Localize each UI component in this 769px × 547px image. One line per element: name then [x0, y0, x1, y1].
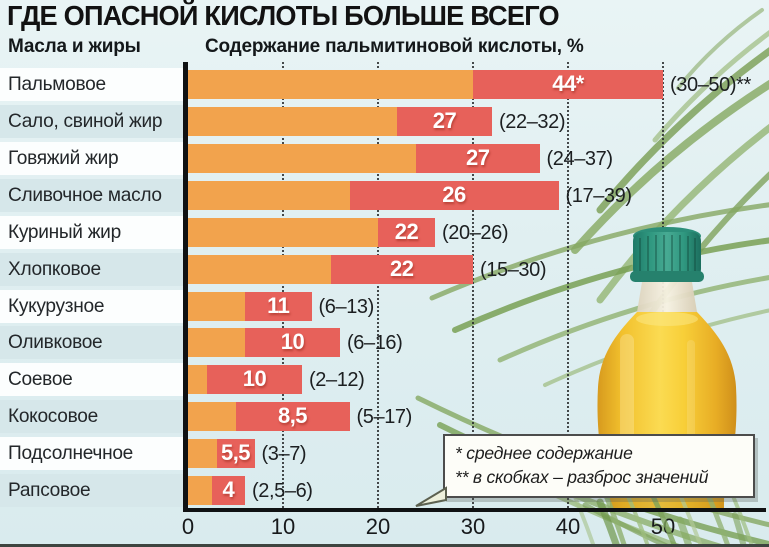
- bottom-border: [0, 544, 769, 547]
- row-label: Пальмовое: [8, 73, 106, 95]
- bar-range-text: (20–26): [442, 221, 509, 244]
- bar-range-text: (2–12): [309, 369, 365, 392]
- x-tick-label-30: 30: [460, 514, 486, 539]
- bottle-neck: [637, 282, 697, 312]
- footnote-bubble-tail-icon: [415, 486, 447, 507]
- bar-base-segment: [188, 70, 473, 99]
- row-label: Рапсовое: [8, 479, 91, 502]
- right-column-header: Содержание пальмитиновой кислоты, %: [205, 36, 584, 57]
- page-title: ГДЕ ОПАСНОЙ КИСЛОТЫ БОЛЬШЕ ВСЕГО: [7, 0, 560, 31]
- bar-value-label: 27: [466, 144, 490, 170]
- row-band: [0, 289, 186, 323]
- row-label: Соевое: [8, 368, 73, 391]
- bar-base-segment: [188, 328, 245, 358]
- bar-range-segment: [397, 106, 492, 136]
- row-band: [0, 474, 186, 508]
- x-tick-label-0: 0: [181, 514, 195, 539]
- bar-range-text: (22–32): [499, 110, 566, 133]
- bar-range-text: (2,5–6): [252, 480, 313, 503]
- bar-range-text: (17–39): [565, 184, 633, 207]
- row-label: Подсолнечное: [8, 442, 134, 465]
- bar-value-label: 10: [280, 329, 305, 355]
- row-band: [0, 141, 186, 175]
- bar-base-segment: [188, 143, 416, 173]
- row-band: [0, 68, 186, 101]
- x-tick-label-50: 50: [650, 514, 676, 539]
- bar-base-segment: [188, 106, 397, 136]
- bar-base-segment: [188, 291, 245, 321]
- row-label: Оливковое: [8, 331, 103, 354]
- row-label: Сливочное масло: [8, 183, 162, 206]
- row-band: [0, 363, 186, 397]
- bar-base-segment: [188, 476, 212, 506]
- row-label: Куриный жир: [8, 220, 121, 243]
- bar-range-segment: [378, 217, 435, 247]
- row-band: [0, 326, 186, 360]
- bar-base-segment: [188, 439, 217, 469]
- x-tick-label-10: 10: [270, 514, 296, 539]
- row-band: [0, 252, 186, 286]
- y-axis-line: [183, 62, 188, 508]
- bar-base-segment: [188, 217, 378, 247]
- bottle-cap: [630, 227, 704, 282]
- bar-value-label: 22: [390, 255, 414, 281]
- bar-value-label: 11: [267, 292, 290, 318]
- bar-range-text: (15–30): [480, 258, 547, 281]
- row-band: [0, 104, 186, 138]
- footnote-box: * среднее содержание ** в скобках – разб…: [443, 434, 755, 498]
- bar-base-segment: [188, 365, 207, 395]
- bar-base-segment: [188, 180, 350, 210]
- bar-range-segment: [416, 143, 540, 173]
- bar-value-label: 4: [222, 477, 235, 503]
- x-axis-line: [183, 508, 766, 512]
- bar-range-segment: [207, 365, 302, 395]
- gridline-20: [377, 62, 379, 508]
- row-label: Говяжий жир: [8, 146, 119, 169]
- bar-value-label: 10: [242, 366, 267, 392]
- bar-range-text: (24–37): [546, 147, 614, 170]
- x-tick-label-40: 40: [555, 514, 581, 539]
- row-band: [0, 178, 186, 212]
- bar-value-label: 8,5: [277, 403, 308, 429]
- bar-value-label: 44*: [552, 71, 584, 96]
- bar-value-label: 26: [442, 181, 466, 207]
- bar-range-segment: [211, 476, 245, 506]
- row-label: Кокосовое: [8, 405, 98, 428]
- bar-value-label: 22: [394, 218, 419, 244]
- x-tick-label-20: 20: [365, 514, 391, 539]
- row-label: Сало, свиной жир: [8, 109, 163, 132]
- bar-range-text: (3–7): [261, 443, 307, 466]
- row-label: Кукурузное: [8, 294, 105, 317]
- bar-range-text: (6–16): [347, 332, 403, 355]
- bar-range-text: (6–13): [318, 295, 375, 318]
- bar-value-label: 27: [432, 107, 457, 133]
- bar-range-text: (5–17): [356, 406, 413, 429]
- footnote-range: ** в скобках – разброс значений: [455, 467, 709, 487]
- row-label: Хлопковое: [8, 257, 101, 280]
- bar-value-label: 5,5: [220, 440, 251, 466]
- bar-range-segment: [235, 402, 350, 432]
- bar-range-text: (30–50)**: [670, 74, 751, 96]
- bar-range-segment: [216, 439, 255, 469]
- row-band: [0, 400, 186, 434]
- bar-range-segment: [245, 291, 312, 321]
- bar-base-segment: [188, 254, 331, 284]
- row-band: [0, 437, 186, 471]
- footnote-average: * среднее содержание: [455, 443, 633, 463]
- row-band: [0, 215, 186, 249]
- bar-base-segment: [188, 402, 236, 432]
- left-column-header: Масла и жиры: [8, 36, 141, 57]
- gridline-10: [282, 62, 284, 508]
- bar-range-segment: [245, 328, 340, 358]
